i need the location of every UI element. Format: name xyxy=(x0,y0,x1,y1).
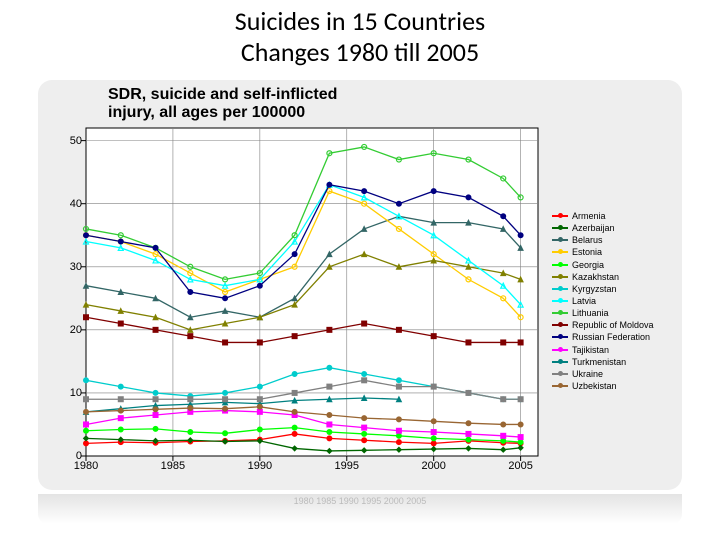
legend-label: Armenia xyxy=(572,210,606,222)
title-line-2: Changes 1980 till 2005 xyxy=(241,36,479,68)
slide-title: Suicides in 15 Countries Changes 1980 ti… xyxy=(0,0,720,68)
y-tick-label: 10 xyxy=(52,387,82,399)
legend-label: Kazakhstan xyxy=(572,271,619,283)
legend-item: Azerbaijan xyxy=(552,222,674,234)
legend-label: Russian Federation xyxy=(572,331,650,343)
legend-label: Estonia xyxy=(572,246,602,258)
legend-swatch xyxy=(552,227,568,229)
legend-swatch xyxy=(552,215,568,217)
legend-item: Armenia xyxy=(552,210,674,222)
legend-label: Georgia xyxy=(572,259,604,271)
x-tick-label: 1980 xyxy=(74,460,98,472)
legend-item: Republic of Moldova xyxy=(552,319,674,331)
legend-swatch xyxy=(552,239,568,241)
reflection-decoration: 1980 1985 1990 1995 2000 2005 xyxy=(38,494,682,524)
y-tick-label: 30 xyxy=(52,261,82,273)
legend-label: Ukraine xyxy=(572,368,603,380)
x-tick-label: 2000 xyxy=(421,460,445,472)
legend-item: Ukraine xyxy=(552,368,674,380)
legend-swatch xyxy=(552,349,568,351)
legend-swatch xyxy=(552,312,568,314)
title-line-1: Suicides in 15 Countries xyxy=(235,5,485,37)
legend-label: Turkmenistan xyxy=(572,356,626,368)
legend-item: Turkmenistan xyxy=(552,356,674,368)
legend-label: Tajikistan xyxy=(572,344,609,356)
y-tick-label: 50 xyxy=(52,135,82,147)
legend-label: Azerbaijan xyxy=(572,222,615,234)
y-tick-label: 40 xyxy=(52,198,82,210)
legend-label: Uzbekistan xyxy=(572,380,617,392)
legend-item: Russian Federation xyxy=(552,331,674,343)
legend-swatch xyxy=(552,373,568,375)
legend-label: Belarus xyxy=(572,234,603,246)
legend-swatch xyxy=(552,300,568,302)
y-tick-label: 20 xyxy=(52,324,82,336)
legend-item: Kyrgyzstan xyxy=(552,283,674,295)
legend-label: Latvia xyxy=(572,295,596,307)
x-tick-label: 1995 xyxy=(335,460,359,472)
legend-swatch xyxy=(552,276,568,278)
legend-item: Uzbekistan xyxy=(552,380,674,392)
legend-item: Latvia xyxy=(552,295,674,307)
legend-item: Estonia xyxy=(552,246,674,258)
legend-item: Lithuania xyxy=(552,307,674,319)
legend-swatch xyxy=(552,336,568,338)
slide: Suicides in 15 Countries Changes 1980 ti… xyxy=(0,0,720,540)
legend-swatch xyxy=(552,361,568,363)
legend-item: Belarus xyxy=(552,234,674,246)
chart-container: SDR, suicide and self-inflicted injury, … xyxy=(38,80,682,490)
x-tick-label: 1990 xyxy=(248,460,272,472)
legend-label: Kyrgyzstan xyxy=(572,283,617,295)
legend: ArmeniaAzerbaijanBelarusEstoniaGeorgiaKa… xyxy=(552,210,674,392)
legend-item: Georgia xyxy=(552,259,674,271)
x-tick-label: 1985 xyxy=(161,460,185,472)
x-tick-label: 2005 xyxy=(508,460,532,472)
legend-swatch xyxy=(552,288,568,290)
legend-swatch xyxy=(552,264,568,266)
legend-swatch xyxy=(552,385,568,387)
legend-item: Tajikistan xyxy=(552,344,674,356)
legend-item: Kazakhstan xyxy=(552,271,674,283)
legend-label: Republic of Moldova xyxy=(572,319,654,331)
legend-label: Lithuania xyxy=(572,307,609,319)
legend-swatch xyxy=(552,251,568,253)
legend-swatch xyxy=(552,324,568,326)
